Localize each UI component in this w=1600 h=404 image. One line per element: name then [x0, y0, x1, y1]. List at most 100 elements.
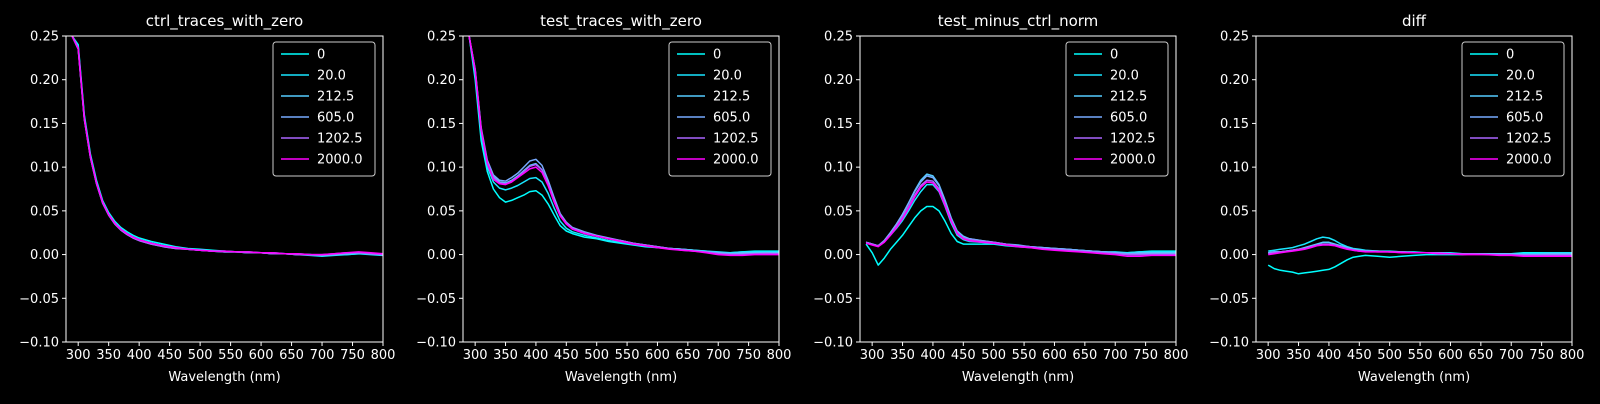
x-tick-label: 550 [1408, 348, 1433, 363]
x-tick-label: 550 [218, 348, 243, 363]
x-tick-label: 600 [249, 348, 274, 363]
legend-label: 20.0 [713, 69, 742, 84]
y-tick-label: 0.15 [824, 117, 853, 132]
series-group [865, 173, 1176, 266]
x-tick-label: 450 [951, 348, 976, 363]
y-tick-label: 0.25 [427, 30, 456, 45]
y-tick-label: 0.20 [427, 73, 456, 88]
x-tick-label: 300 [66, 348, 91, 363]
legend-label: 1202.5 [1506, 132, 1552, 147]
x-tick-label: 450 [1347, 348, 1372, 363]
legend-label: 212.5 [1110, 90, 1147, 105]
x-tick-label: 600 [1438, 348, 1463, 363]
legend-label: 1202.5 [1110, 132, 1156, 147]
y-tick-label: −0.05 [19, 292, 59, 307]
axes-frame [65, 35, 384, 343]
y-tick-label: 0.10 [30, 161, 59, 176]
x-axis-label: Wavelength (nm) [168, 370, 280, 385]
y-tick-label: 0.15 [427, 117, 456, 132]
series-group [71, 36, 383, 258]
y-tick-label: −0.10 [1209, 336, 1249, 351]
series-line-20-0 [468, 36, 779, 254]
y-tick-label: 0.05 [427, 204, 456, 219]
chart-title: test_traces_with_zero [540, 12, 702, 31]
x-tick-label: 500 [981, 348, 1006, 363]
x-tick-label: 750 [340, 348, 365, 363]
x-tick-label: 800 [371, 348, 396, 363]
legend-label: 0 [713, 48, 721, 63]
legend-label: 2000.0 [713, 153, 759, 168]
x-tick-label: 650 [675, 348, 700, 363]
legend-label: 605.0 [1110, 111, 1147, 126]
y-tick-label: −0.10 [813, 336, 853, 351]
legend-label: 212.5 [317, 90, 354, 105]
series-group [468, 36, 779, 257]
x-tick-label: 800 [767, 348, 792, 363]
axes-frame [1255, 35, 1573, 343]
series-line-605-0 [865, 175, 1176, 255]
x-axis-label: Wavelength (nm) [565, 370, 677, 385]
x-tick-label: 500 [188, 348, 213, 363]
chart-title: diff [1402, 12, 1427, 30]
subplot-4: 300 350 400 450 500 550 600 650 700 750 800 −0.10 −0… [1209, 12, 1584, 385]
x-axis-label: Wavelength (nm) [1358, 370, 1470, 385]
x-tick-label: 750 [736, 348, 761, 363]
legend: 0 20.0 212.5 605.0 1202.5 2000.0 [272, 41, 376, 177]
x-tick-label: 750 [1133, 348, 1158, 363]
y-tick-label: 0.10 [1220, 161, 1249, 176]
y-tick-label: 0.20 [824, 73, 853, 88]
y-tick-label: 0.00 [824, 248, 853, 263]
x-tick-label: 700 [1499, 348, 1524, 363]
y-tick-label: 0.10 [427, 161, 456, 176]
y-tick-label: 0.05 [30, 204, 59, 219]
chart-title: ctrl_traces_with_zero [146, 12, 303, 31]
series-line-2000-0 [71, 36, 383, 256]
y-tick-label: 0.00 [427, 248, 456, 263]
y-tick-label: −0.10 [19, 336, 59, 351]
y-tick-label: 0.25 [1220, 30, 1249, 45]
x-tick-label: 400 [127, 348, 152, 363]
legend-label: 2000.0 [1506, 153, 1552, 168]
x-tick-label: 350 [1286, 348, 1311, 363]
series-line-2000-0 [865, 181, 1176, 258]
axes-frame [859, 35, 1177, 343]
x-tick-label: 400 [1317, 348, 1342, 363]
x-tick-label: 350 [890, 348, 915, 363]
x-tick-label: 650 [1468, 348, 1493, 363]
legend-label: 20.0 [1506, 69, 1535, 84]
legend-label: 1202.5 [713, 132, 759, 147]
y-tick-label: 0.15 [1220, 117, 1249, 132]
x-tick-label: 300 [860, 348, 885, 363]
y-tick-label: 0.00 [30, 248, 59, 263]
y-tick-label: −0.05 [813, 292, 853, 307]
subplot-1: 300 350 400 450 500 550 600 650 700 750 800 −0.10 −0… [19, 12, 395, 385]
legend-label: 0 [1506, 48, 1514, 63]
x-tick-label: 300 [463, 348, 488, 363]
x-tick-label: 350 [96, 348, 121, 363]
x-tick-label: 700 [310, 348, 335, 363]
y-tick-label: −0.05 [1209, 292, 1249, 307]
subplot-2: 300 350 400 450 500 550 600 650 700 750 800 −0.10 −0… [416, 12, 791, 385]
x-tick-label: 500 [1377, 348, 1402, 363]
subplot-3: 300 350 400 450 500 550 600 650 700 750 800 −0.10 −0… [813, 12, 1188, 385]
y-tick-label: 0.00 [1220, 248, 1249, 263]
x-tick-label: 450 [554, 348, 579, 363]
x-tick-label: 600 [645, 348, 670, 363]
series-line-1202-5 [865, 179, 1176, 256]
y-tick-label: 0.20 [30, 73, 59, 88]
y-tick-label: 0.10 [824, 161, 853, 176]
x-tick-label: 800 [1164, 348, 1189, 363]
legend-label: 212.5 [713, 90, 750, 105]
series-line-2000-0 [1268, 244, 1572, 258]
x-tick-label: 650 [279, 348, 304, 363]
y-tick-label: 0.25 [824, 30, 853, 45]
x-tick-label: 400 [921, 348, 946, 363]
y-tick-label: −0.05 [416, 292, 456, 307]
legend-label: 20.0 [1110, 69, 1139, 84]
legend-label: 1202.5 [317, 132, 363, 147]
legend-label: 605.0 [713, 111, 750, 126]
legend: 0 20.0 212.5 605.0 1202.5 2000.0 [668, 41, 772, 177]
x-tick-label: 550 [615, 348, 640, 363]
y-tick-label: 0.15 [30, 117, 59, 132]
